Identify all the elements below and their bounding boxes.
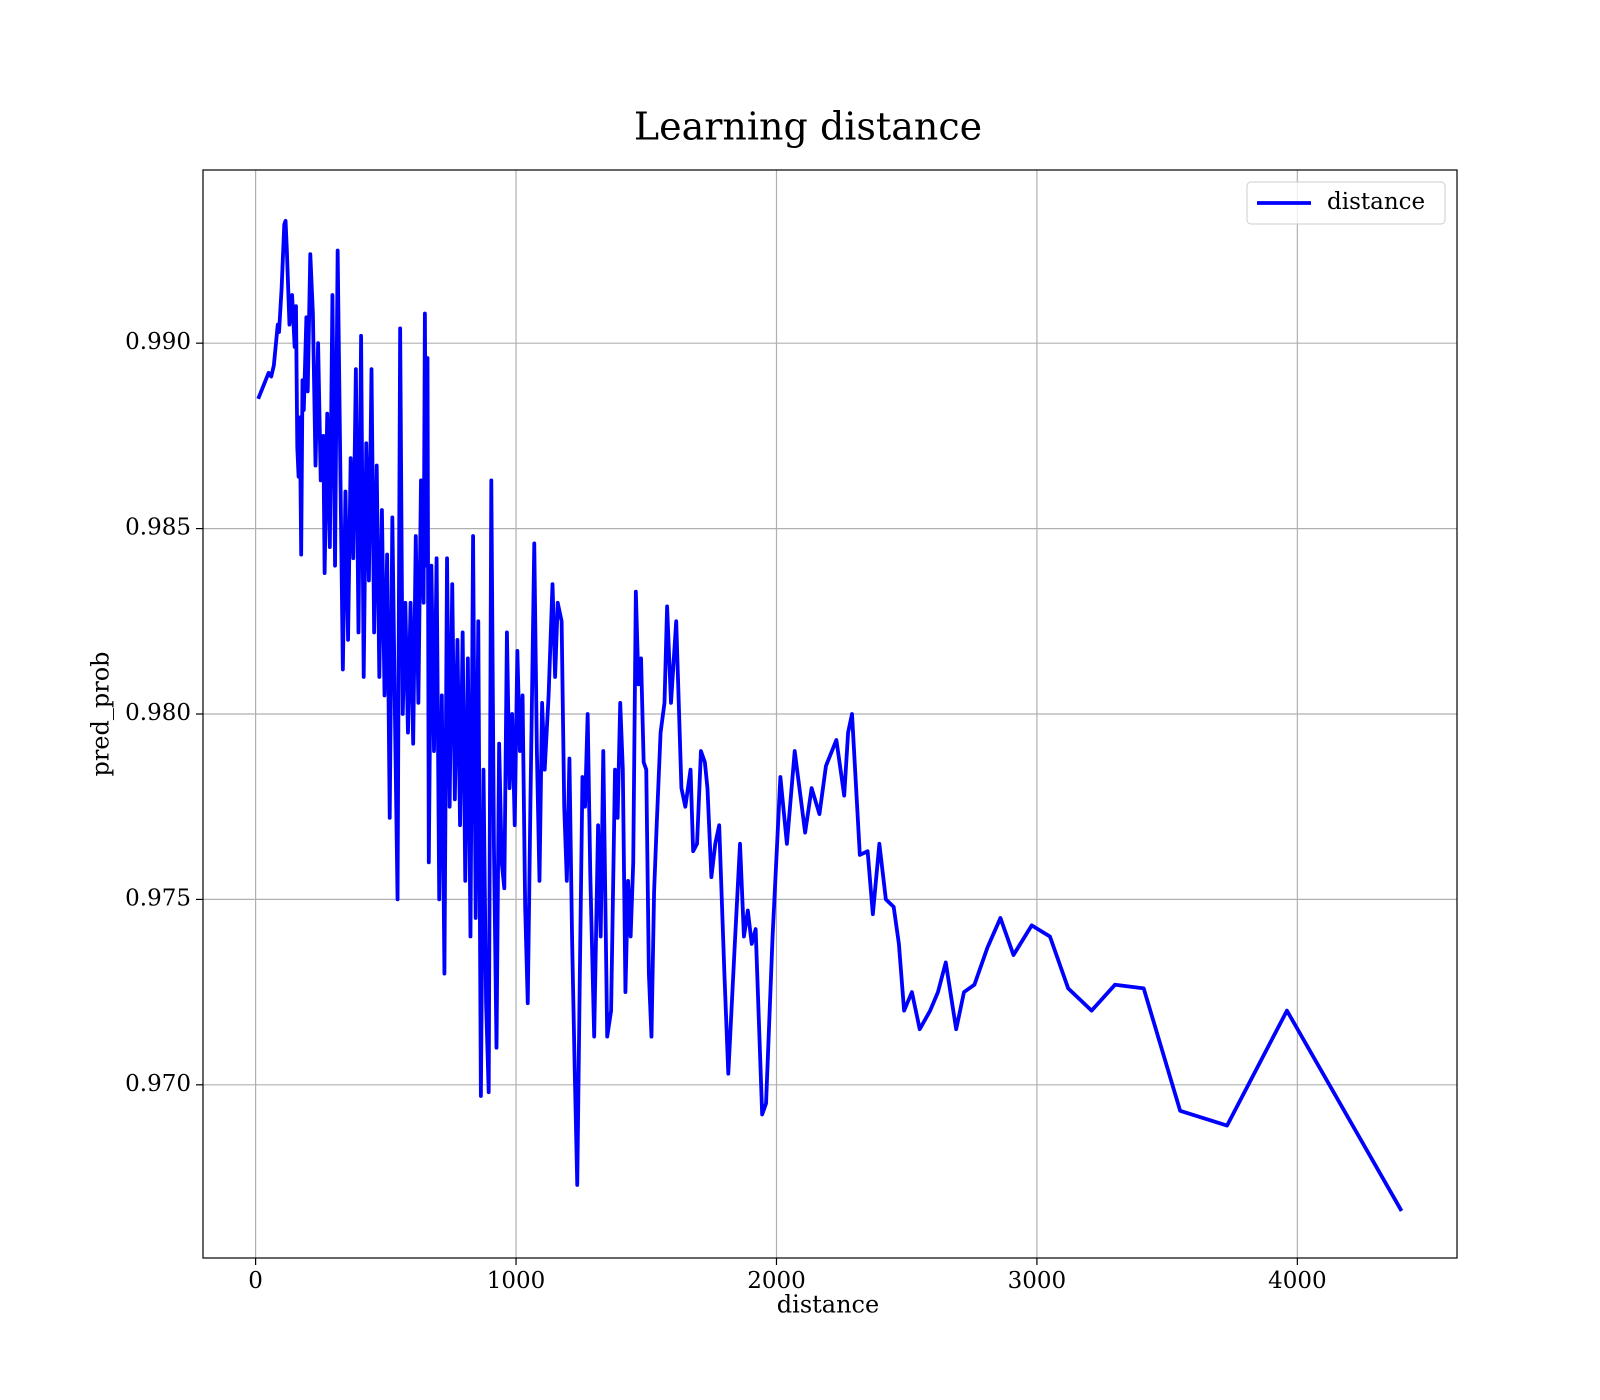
x-axis-label: distance (777, 1291, 879, 1319)
x-tick-label: 4000 (1268, 1268, 1327, 1294)
x-tick-label: 3000 (1008, 1268, 1067, 1294)
legend-box (1246, 181, 1446, 225)
chart-title: Learning distance (634, 105, 982, 149)
legend: distance (1246, 181, 1446, 225)
plot-frame (202, 169, 1458, 1259)
y-tick-label: 0.990 (125, 329, 191, 355)
y-tick-label: 0.975 (125, 885, 191, 911)
y-axis-label: pred_prob (87, 651, 115, 776)
y-tick-label: 0.985 (125, 515, 191, 541)
data-line (256, 218, 1404, 1212)
x-tick-label: 1000 (487, 1268, 546, 1294)
y-tick-label: 0.980 (125, 700, 191, 726)
y-tick-label: 0.970 (125, 1071, 191, 1097)
x-tick-label: 0 (248, 1268, 263, 1294)
legend-label: distance (1327, 189, 1425, 215)
x-tick-label: 2000 (747, 1268, 806, 1294)
